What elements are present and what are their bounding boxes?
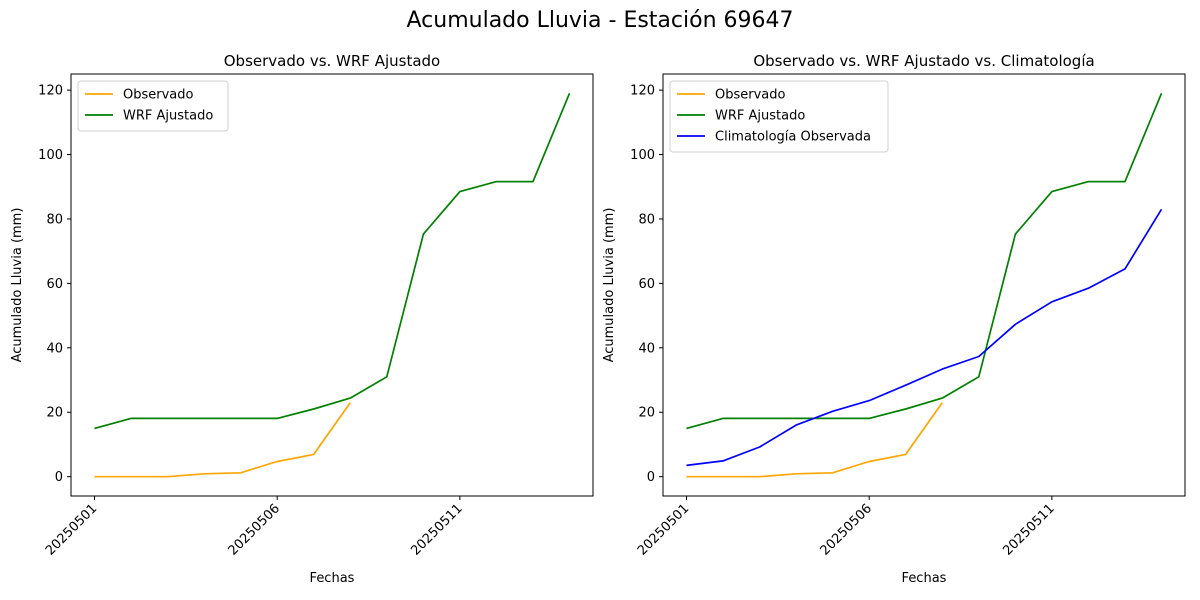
y-tick-label: 40 [638, 341, 655, 356]
y-tick-label: 20 [638, 406, 655, 421]
series-line-observado [686, 402, 943, 478]
x-axis-label: Fechas [310, 571, 355, 586]
x-tick-label: 20250506 [818, 501, 875, 558]
series-line-wrf-ajustado [94, 92, 571, 430]
y-tick-label: 0 [647, 470, 655, 485]
y-tick-label: 80 [46, 212, 63, 227]
y-axis-label: Acumulado Lluvia (mm) [10, 208, 25, 363]
x-tick-label: 20250511 [408, 501, 465, 558]
subplot-title: Observado vs. WRF Ajustado vs. Climatolo… [753, 52, 1094, 70]
plot-frame [662, 73, 1186, 497]
y-tick-label: 80 [638, 212, 655, 227]
x-tick-label: 20250511 [1000, 501, 1057, 558]
legend-label: WRF Ajustado [715, 109, 805, 124]
y-tick-label: 0 [55, 470, 63, 485]
series-line-wrf-ajustado [686, 92, 1163, 430]
legend-label: Observado [123, 88, 194, 103]
legend: Observado WRF Ajustado [77, 80, 229, 132]
x-tick-label: 20250506 [226, 501, 283, 558]
series-line-climatolog-a-observada [686, 208, 1163, 467]
subplot-1: Observado vs. WRF Ajustado 0 20 40 60 80 100 12… [10, 52, 594, 586]
series-line-observado [94, 402, 351, 478]
y-tick-label: 20 [46, 406, 63, 421]
legend-box [669, 80, 889, 153]
figure-title: Acumulado Lluvia - Estación 69647 [406, 8, 794, 33]
y-axis-label: Acumulado Lluvia (mm) [602, 208, 617, 363]
y-tick-label: 60 [46, 277, 63, 292]
y-tick-label: 40 [46, 341, 63, 356]
legend-label: Observado [715, 88, 786, 103]
y-tick-label: 120 [630, 84, 655, 99]
legend: Observado WRF Ajustado Climatología Observ… [669, 80, 889, 153]
subplot-2: Observado vs. WRF Ajustado vs. Climatolo… [602, 52, 1186, 586]
legend-label: Climatología Observada [715, 130, 871, 145]
y-tick-label: 100 [630, 148, 655, 163]
x-axis-label: Fechas [902, 571, 947, 586]
y-tick-label: 100 [38, 148, 63, 163]
legend-box [77, 80, 229, 132]
y-tick-label: 60 [638, 277, 655, 292]
subplot-title: Observado vs. WRF Ajustado [224, 52, 440, 70]
x-tick-label: 20250501 [635, 501, 692, 558]
x-tick-label: 20250501 [43, 501, 100, 558]
legend-label: WRF Ajustado [123, 109, 213, 124]
plot-frame [70, 73, 594, 497]
y-tick-label: 120 [38, 84, 63, 99]
